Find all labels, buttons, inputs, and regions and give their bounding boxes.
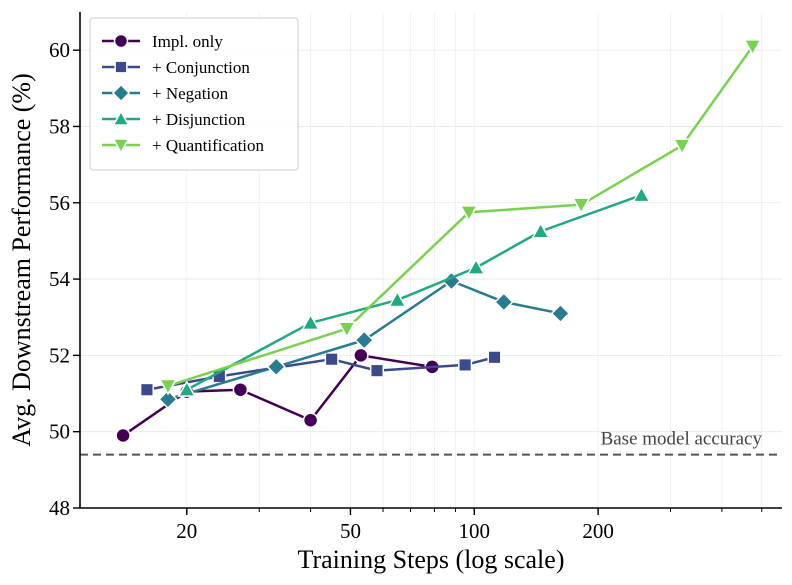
data-point <box>458 357 473 372</box>
series-5 <box>158 39 762 396</box>
data-point <box>672 138 692 156</box>
data-point <box>158 378 178 396</box>
legend-box <box>89 17 299 171</box>
data-point <box>111 83 131 103</box>
data-point <box>354 330 375 350</box>
data-point <box>112 109 130 126</box>
series-line <box>167 279 561 401</box>
data-point <box>632 185 651 203</box>
legend-label: + Quantification <box>152 136 265 155</box>
y-tick-label: 56 <box>49 191 70 215</box>
data-point <box>494 292 514 312</box>
x-tick-label: 50 <box>340 519 361 543</box>
legend-item: + Quantification <box>102 136 265 155</box>
data-point <box>459 205 479 222</box>
legend-item: + Conjunction <box>102 58 250 77</box>
y-tick-label: 60 <box>49 38 70 62</box>
data-point <box>113 33 129 49</box>
data-point <box>139 382 154 397</box>
y-tick-label: 58 <box>49 114 70 138</box>
data-point <box>114 60 128 74</box>
legend-label: + Disjunction <box>152 110 246 129</box>
y-tick-label: 54 <box>49 267 71 291</box>
series-group <box>115 39 762 444</box>
legend-label: + Conjunction <box>152 58 250 77</box>
data-point <box>487 350 502 365</box>
data-point <box>466 258 486 275</box>
data-point <box>353 347 369 364</box>
x-tick-label: 100 <box>459 519 491 543</box>
data-point <box>324 352 339 367</box>
data-point <box>369 363 385 378</box>
data-point <box>177 380 197 397</box>
series-3 <box>158 271 571 410</box>
data-point <box>550 303 571 324</box>
tick-labels: 48 50 52 54 56 58 60 20 50 100 200 <box>49 38 763 543</box>
data-point <box>531 221 550 239</box>
series-line <box>186 193 642 391</box>
y-tick-label: 50 <box>49 420 70 444</box>
legend: Impl. only + Conjunction + Negation + Disju… <box>89 17 299 171</box>
data-point <box>158 389 178 410</box>
axes <box>79 12 782 509</box>
data-point <box>115 427 131 444</box>
x-tick-label: 20 <box>176 519 197 543</box>
series-2 <box>139 350 502 397</box>
data-point <box>232 381 249 398</box>
y-axis-title: Avg. Downstream Performance (%) <box>7 73 36 447</box>
series-4 <box>177 185 651 397</box>
series-line <box>167 45 754 388</box>
baseline-label: Base model accuracy <box>601 429 763 450</box>
data-point <box>302 412 319 428</box>
data-point <box>387 290 407 308</box>
series-line <box>146 356 495 391</box>
data-point <box>571 197 591 215</box>
data-point <box>301 313 320 331</box>
legend-label: + Negation <box>152 84 229 103</box>
legend-item: Impl. only <box>102 32 223 51</box>
data-point <box>743 39 762 56</box>
data-point <box>337 321 357 339</box>
legend-item: + Disjunction <box>102 109 246 129</box>
x-axis-title: Training Steps (log scale) <box>298 545 565 574</box>
y-tick-label: 52 <box>49 343 70 367</box>
y-tick-label: 48 <box>49 496 70 520</box>
baseline: Base model accuracy <box>80 429 782 456</box>
x-tick-label: 200 <box>582 519 614 543</box>
legend-item: + Negation <box>102 83 229 103</box>
data-point <box>266 357 287 377</box>
legend-label: Impl. only <box>152 32 223 51</box>
data-point <box>112 138 130 155</box>
